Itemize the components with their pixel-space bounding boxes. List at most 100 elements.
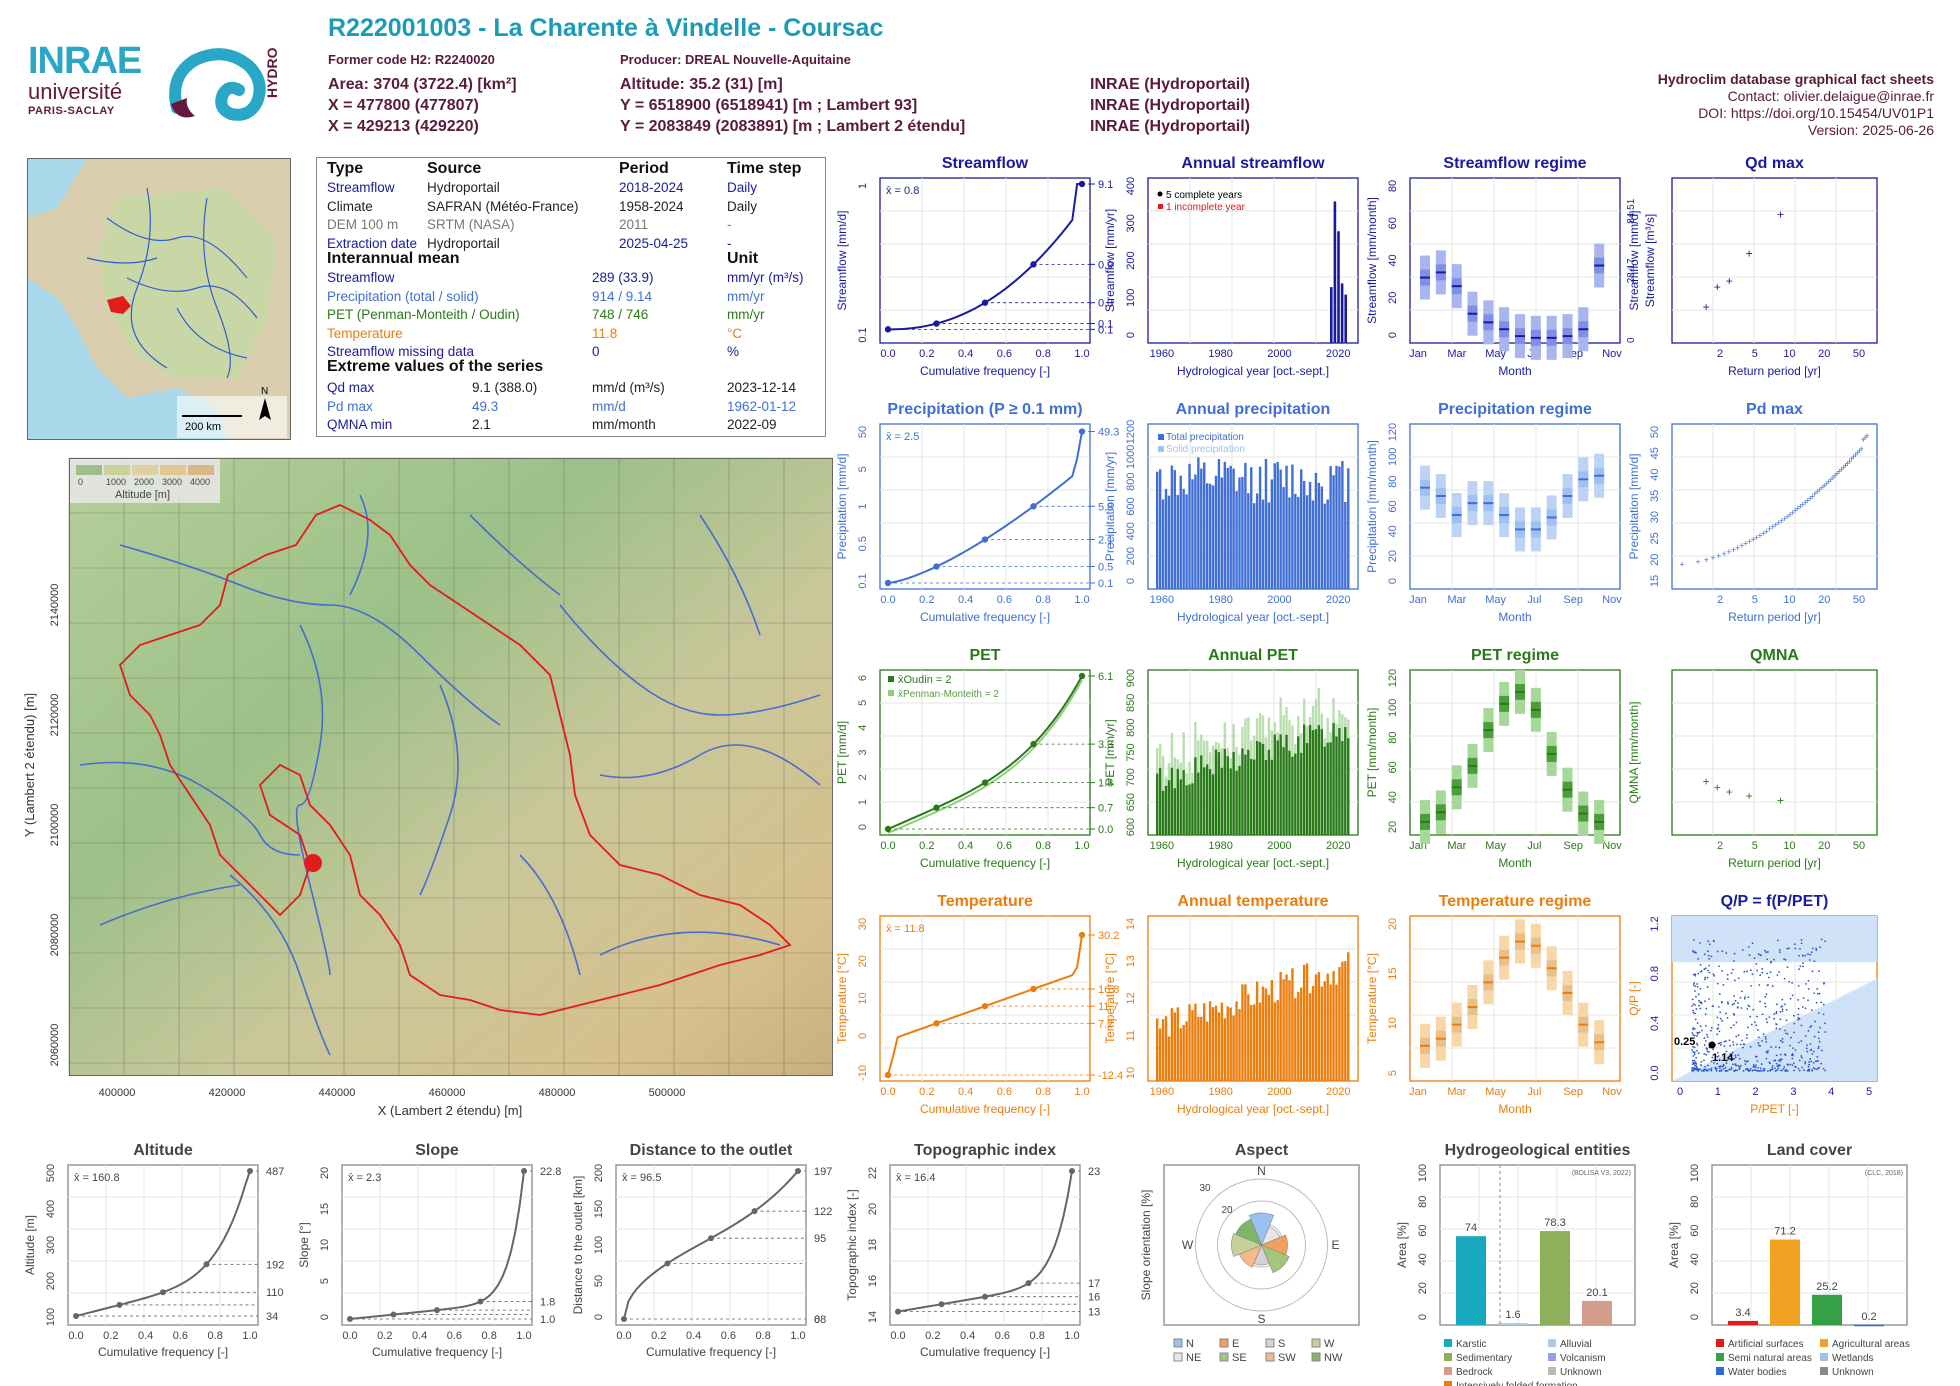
qp_ppet-point (1781, 1010, 1784, 1013)
annual_pet-bar (1179, 779, 1182, 835)
info-row-source: Hydroportail (427, 235, 500, 251)
qp_ppet-point (1804, 954, 1807, 957)
qp_ppet-point (1755, 963, 1758, 965)
qp_ppet-point (1737, 1002, 1739, 1004)
qp_ppet-point (1699, 941, 1702, 944)
altitude-legend-tick: 3000 (162, 477, 182, 487)
distance_cdf-right-tick: 68 (814, 1314, 826, 1326)
annual_streamflow-xlabel: Hydrological year [oct.-sept.] (1177, 364, 1329, 378)
qp_ppet-point (1759, 1067, 1762, 1070)
mean-row-unit: °C (727, 325, 743, 341)
pd_max-point: + (1726, 547, 1731, 557)
qp_ppet-point (1804, 1035, 1807, 1037)
altitude: Altitude: 35.2 (31) [m] (620, 76, 783, 93)
hydro-logo: HYDRO (169, 47, 280, 121)
doi-link[interactable]: DOI: https://doi.org/10.15454/UV01P1 (1698, 105, 1934, 121)
qp_ppet-point (1704, 976, 1707, 979)
temp_fdc-xtick: 0.0 (880, 1086, 895, 1098)
qp_ppet-point (1707, 954, 1710, 957)
qp_ppet-point (1811, 1052, 1814, 1055)
qp_ppet-point (1703, 953, 1706, 956)
qp_ppet-point (1816, 1060, 1819, 1063)
extreme-row-date: 2023-12-14 (727, 380, 797, 395)
land_cover-legend-swatch (1716, 1339, 1724, 1347)
qp_ppet-point (1722, 983, 1725, 986)
qp_ppet-point (1784, 958, 1787, 961)
qp_ppet-point (1767, 984, 1769, 986)
distance_cdf-ytick: 200 (593, 1164, 605, 1182)
annual_precip-bar (1188, 463, 1191, 589)
hydrogeol-ytick: 0 (1417, 1314, 1429, 1320)
qp_ppet-xtick: 4 (1828, 1086, 1834, 1098)
qp_ppet-point (1699, 1064, 1702, 1067)
annual_pet-bar (1200, 755, 1203, 835)
pet_fdc-ytick: 6 (857, 675, 869, 681)
annual_temp-bar (1205, 1021, 1209, 1081)
qp_ppet-xtick: 2 (1753, 1086, 1759, 1098)
qp_ppet-point (1773, 1067, 1776, 1070)
pd_max-title: Pd max (1746, 401, 1803, 418)
mean-title: Interannual mean (327, 250, 460, 267)
annual_temp-bar (1194, 1003, 1197, 1081)
hydrogeol-legend-swatch (1548, 1339, 1556, 1347)
temp_fdc-xtick: 0.2 (919, 1086, 934, 1098)
annual_precip-bar (1197, 457, 1200, 589)
land_cover-legend-swatch (1716, 1353, 1724, 1361)
topo_cdf-xtick: 0.6 (995, 1330, 1010, 1342)
streamflow_regime-right-ylabel: Streamflow [m³/s] (1643, 214, 1657, 307)
pd_max-point: + (1721, 549, 1726, 559)
aspect-sector (1260, 1244, 1290, 1274)
pd_max-point: + (1817, 485, 1822, 495)
annual_temp-xtick: 2020 (1326, 1086, 1350, 1098)
annual_pet-bar (1255, 741, 1259, 835)
hydrogeol-legend-swatch (1444, 1339, 1452, 1347)
precip_regime-ylabel: Precipitation [mm/month] (1365, 440, 1379, 573)
qp_ppet-point (1811, 947, 1814, 950)
qp_ppet-point (1797, 1041, 1800, 1044)
pd_max-point: + (1859, 444, 1864, 454)
annual_precip-bar (1191, 479, 1194, 589)
qp_ppet-point (1773, 1017, 1775, 1020)
annual_pet-panel: Annual PET PET [mm/yr] Hydrological year [… (1103, 647, 1359, 870)
qp_ppet-title: Q/P = f(P/PET) (1721, 893, 1829, 910)
streamflow_fdc-xtick: 0.6 (997, 348, 1012, 360)
pd_max-point: + (1812, 489, 1817, 499)
qp_ppet-point (1734, 999, 1737, 1002)
annual_temp-bar (1302, 964, 1306, 1081)
qp_ppet-point (1813, 1035, 1816, 1038)
qp_ppet-point (1810, 1048, 1813, 1051)
land_cover-bar-label: 0.2 (1861, 1311, 1876, 1323)
qp_ppet-point (1721, 950, 1724, 953)
qp_ppet-point (1736, 1006, 1739, 1008)
qp_ppet-point (1698, 1031, 1701, 1034)
land_cover-ytick: 20 (1689, 1282, 1701, 1294)
qp_ppet-point (1814, 1020, 1816, 1023)
land_cover-ytick: 100 (1689, 1164, 1701, 1182)
precip_regime-ytick: 80 (1387, 476, 1399, 488)
qmna-xtick: 2 (1717, 840, 1723, 852)
pd_max-point: + (1751, 535, 1756, 545)
qp_ppet-point (1812, 1066, 1815, 1069)
qp_ppet-point (1810, 1009, 1813, 1011)
annual_pet-bar (1194, 757, 1197, 835)
qp_ppet-point (1788, 980, 1790, 983)
qp_ppet-point (1726, 1070, 1729, 1072)
annual_temp-bar (1253, 1004, 1256, 1081)
qp_ppet-point (1721, 1065, 1724, 1068)
annual_precip-bar (1244, 462, 1247, 589)
land_cover-title: Land cover (1767, 1142, 1852, 1159)
qp_ppet-point (1732, 1041, 1735, 1043)
qp_ppet-point (1761, 1040, 1763, 1042)
temp_regime-ytick: 5 (1387, 1070, 1399, 1076)
hydrogeol-title: Hydrogeological entities (1445, 1142, 1631, 1159)
qp_ppet-point (1811, 970, 1814, 973)
qp_ppet-point (1775, 1012, 1778, 1015)
temp_fdc-xtick: 0.8 (1036, 1086, 1051, 1098)
qp_ppet-point (1704, 1000, 1706, 1003)
qp_ppet-point (1801, 1006, 1804, 1008)
annual_temp-bar (1179, 1028, 1182, 1081)
annual_pet-bar (1261, 743, 1265, 835)
pet_regime-ytick: 80 (1387, 731, 1399, 743)
